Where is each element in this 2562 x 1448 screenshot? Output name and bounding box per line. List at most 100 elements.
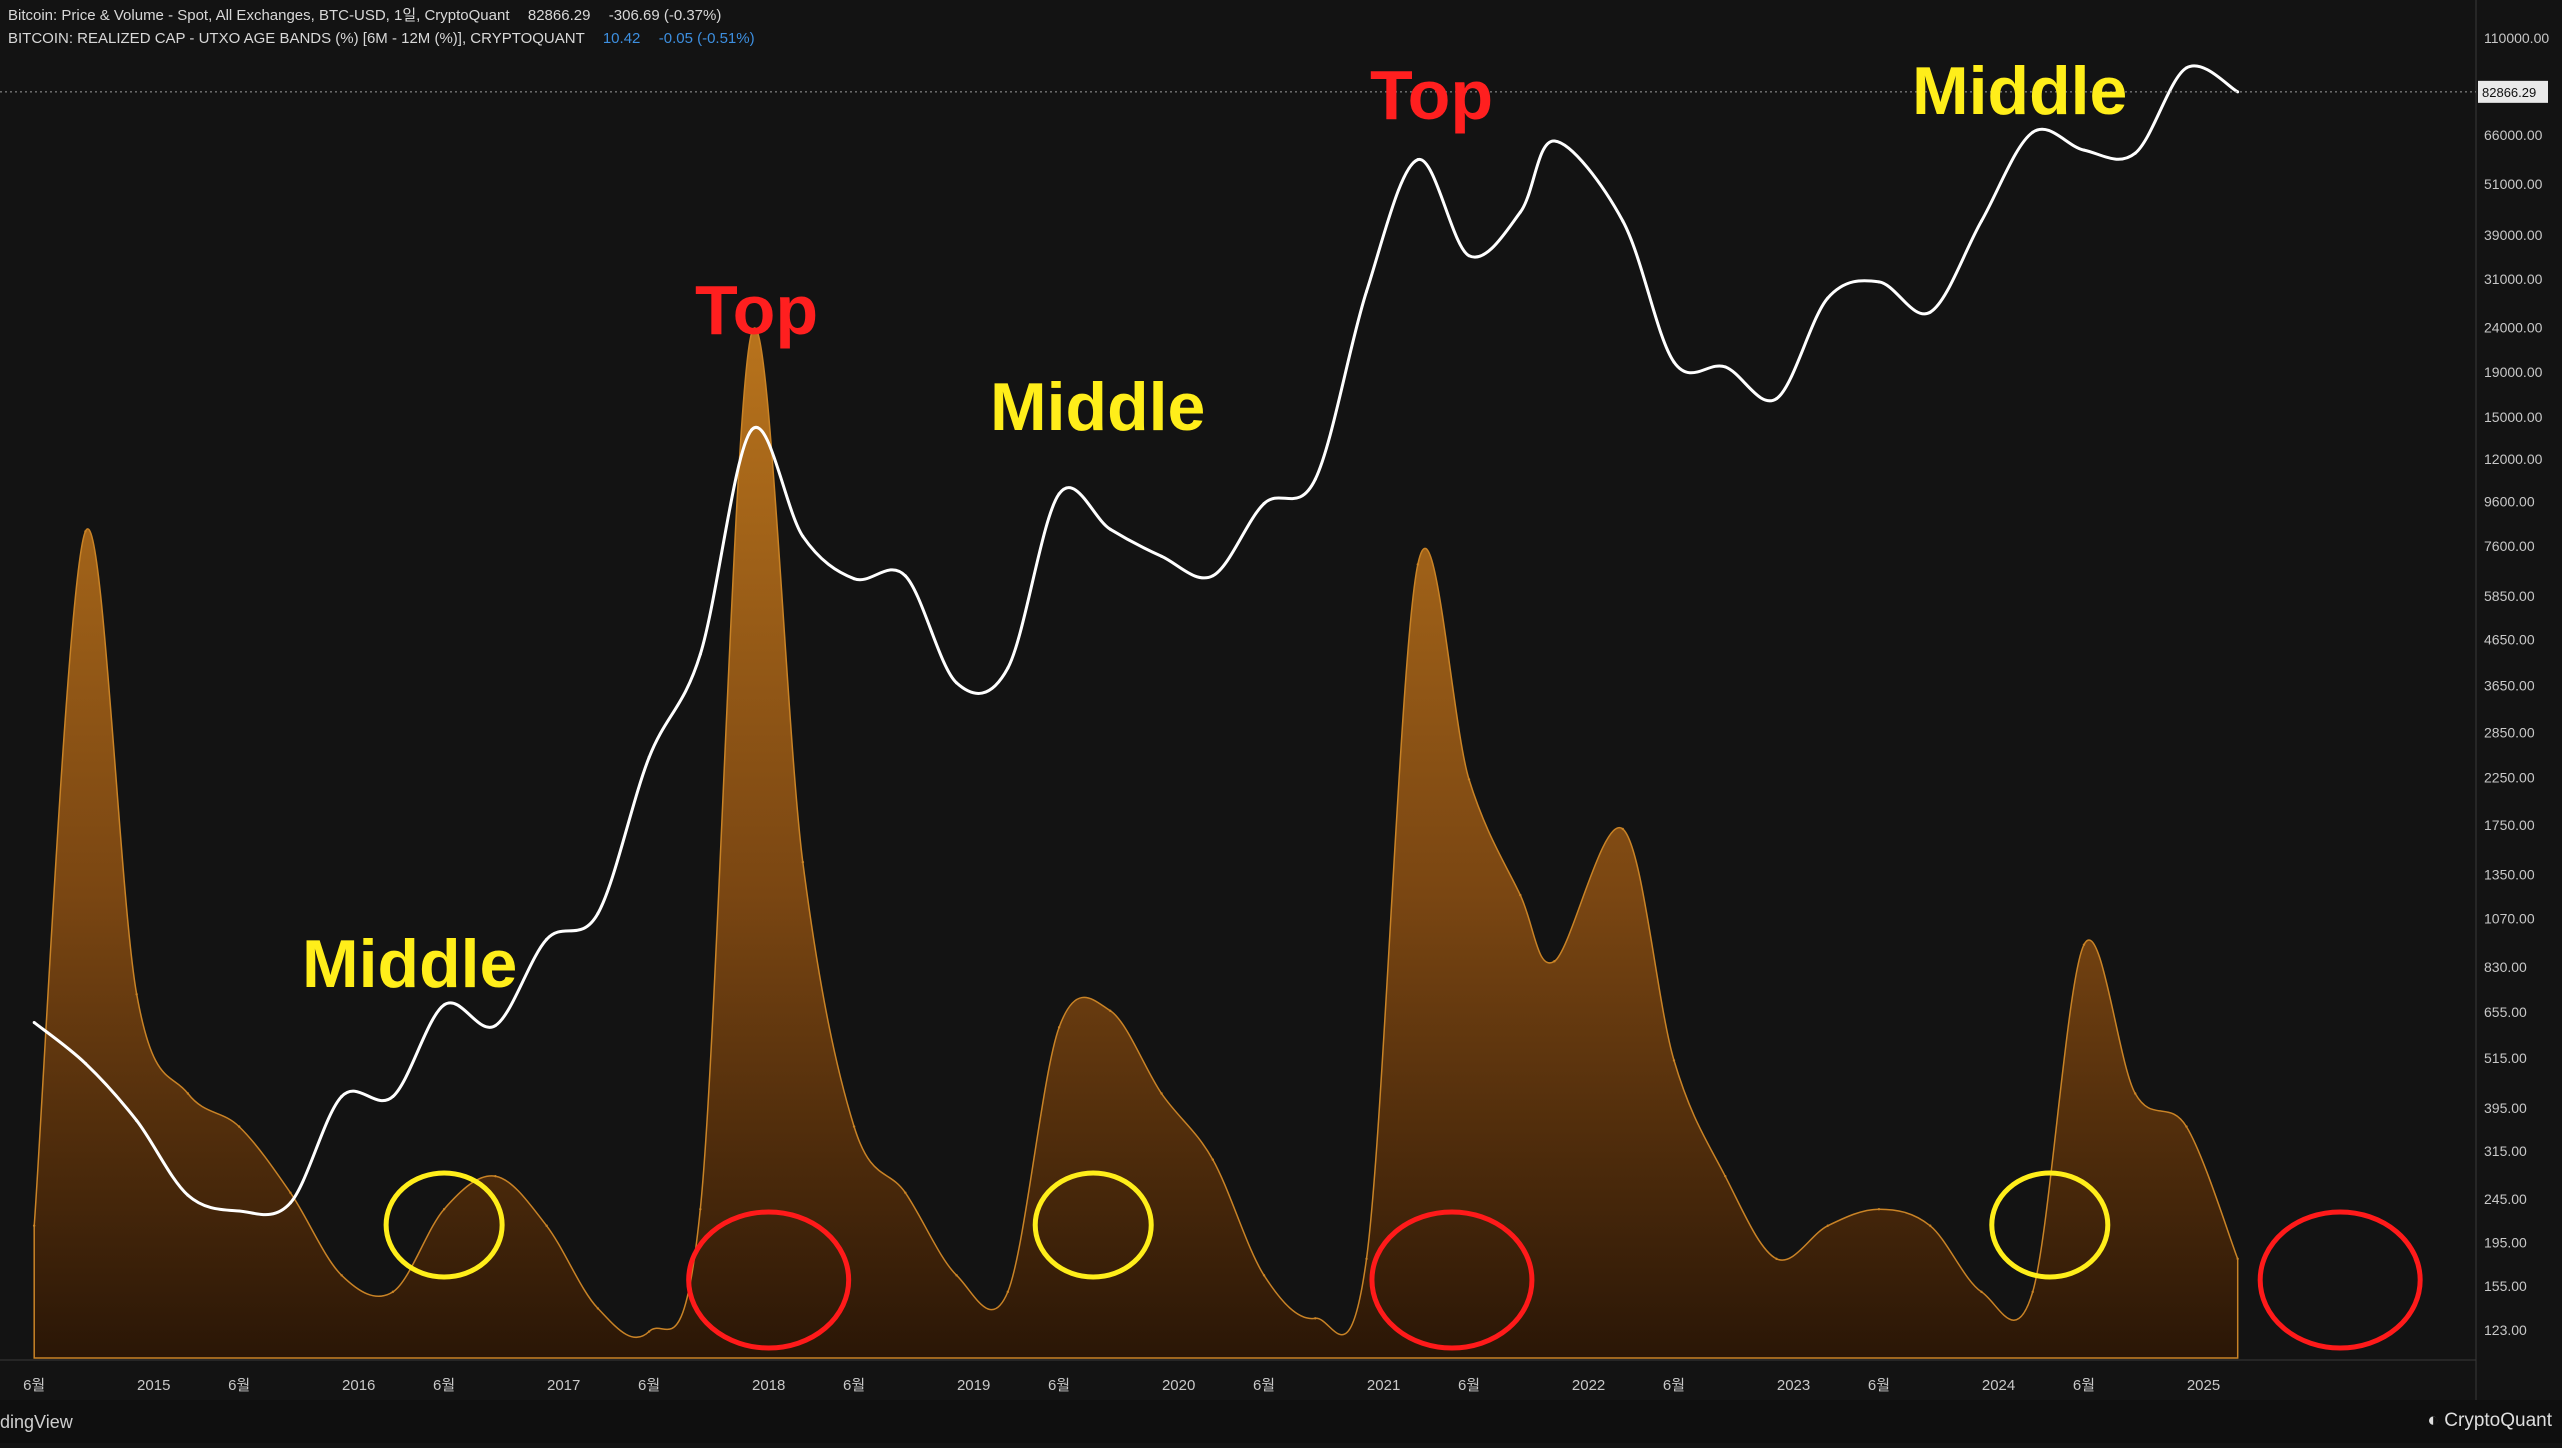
utxo-area-point [1160,1092,1163,1095]
btc-price-point [1723,365,1727,369]
y-tick-label: 15000.00 [2484,409,2543,425]
annotation-top-2017: Top [695,271,819,349]
x-tick-label: 2019 [957,1377,990,1394]
annotation-top-2021: Top [1370,56,1494,134]
y-tick-label: 655.00 [2484,1004,2527,1020]
x-tick-label: 6월 [1663,1377,1685,1394]
utxo-area-point [2082,943,2086,946]
price-layer [32,64,2240,1217]
y-tick-label: 24000.00 [2484,319,2543,335]
x-tick-label: 2025 [2187,1377,2220,1394]
utxo-area-point [1877,1208,1881,1211]
yellow-circle-marker [383,1170,505,1280]
x-tick-label: 6월 [638,1377,660,1394]
btc-price-series [33,64,2239,1217]
utxo-area-point [289,1191,292,1194]
btc-price-point [288,1201,292,1205]
footer-brand-left: dingView [0,1412,73,1432]
btc-price-point [1467,254,1471,258]
yellow-circle-marker [1032,1170,1154,1280]
btc-price-point [83,1061,87,1065]
x-tick-label: 6월 [1048,1377,1070,1394]
y-tick-label: 39000.00 [2484,227,2543,243]
utxo-area-point [1314,1317,1317,1320]
utxo-area-point [1519,893,1522,897]
utxo-area-point [1929,1224,1932,1227]
price-legend-title: Bitcoin: Price & Volume - Spot, All Exch… [8,7,510,24]
x-tick-label: 6월 [1253,1377,1275,1394]
y-tick-label: 31000.00 [2484,271,2543,287]
btc-price-point [647,755,651,759]
x-tick-label: 2023 [1777,1377,1810,1394]
y-tick-label: 2250.00 [2484,769,2535,785]
y-tick-label: 7600.00 [2484,538,2535,554]
btc-price-point [1262,502,1266,506]
btc-price-point [1877,280,1881,284]
btc-price-point [2082,148,2086,152]
utxo-area-point [904,1191,907,1194]
btc-price-point [2184,66,2188,70]
circle-layer [383,1170,2423,1351]
utxo-area-point [340,1274,343,1277]
btc-price-point [2031,130,2035,134]
btc-price-point [32,1020,36,1024]
utxo-area-point [2031,1290,2034,1294]
y-tick-label: 1750.00 [2484,817,2535,833]
y-tick-label: 1070.00 [2484,911,2535,927]
btc-price-point [698,652,702,656]
y-tick-label: 123.00 [2484,1322,2527,1338]
btc-price-point [340,1095,344,1099]
x-tick-label: 2022 [1572,1377,1605,1394]
btc-price-point [852,577,856,581]
btc-price-point [1979,219,1983,223]
x-tick-label: 2016 [342,1377,375,1394]
utxo-area-series [33,327,2239,1359]
y-tick-label: 245.00 [2484,1191,2527,1207]
cryptoquant-logo-icon: ◐ [2427,1410,2439,1431]
y-tick-label: 9600.00 [2484,494,2535,510]
btc-price-point [391,1095,395,1099]
utxo-area-point [391,1290,395,1294]
x-tick-label: 2021 [1367,1377,1400,1394]
btc-price-point [442,1003,446,1007]
footer-bar [0,1400,2562,1443]
utxo-area-point [1211,1158,1214,1161]
btc-price-point [1928,310,1932,314]
red-circle-marker [2257,1209,2423,1351]
btc-price-point [1108,527,1112,531]
btc-price-point [237,1209,241,1213]
x-tick-label: 6월 [1868,1377,1890,1394]
x-tick-label: 6월 [228,1377,250,1394]
y-tick-label: 110000.00 [2484,30,2549,46]
utxo-area-point [2134,1092,2137,1095]
y-tick-label: 155.00 [2484,1278,2527,1294]
current-price-tag [2478,80,2548,103]
utxo-area-point [1262,1274,1266,1277]
btc-price-point [1826,296,1830,300]
utxo-area-point [1006,1290,1010,1294]
btc-price-point [750,428,754,432]
utxo-area-point [442,1208,446,1211]
utxo-area-point [1057,1026,1061,1029]
x-tick-label: 2020 [1162,1377,1195,1394]
indicator-legend-change: -0.05 (-0.51%) [658,30,755,47]
y-tick-label: 4650.00 [2484,631,2535,647]
btc-price-point [1006,666,1010,670]
red-circle-marker [1369,1209,1535,1351]
price-legend-value: 82866.29 [527,7,591,24]
utxo-area-point [1109,1009,1112,1013]
utxo-area-point [135,993,138,996]
indicator-legend-value: 10.42 [602,30,641,47]
utxo-area-point [32,1224,36,1227]
utxo-area-point [1467,778,1471,781]
indicator-legend-title: BITCOIN: REALIZED CAP - UTXO AGE BANDS (… [8,30,585,47]
utxo-area-point [750,331,753,335]
y-tick-label: 3650.00 [2484,677,2535,693]
utxo-area-point [1621,827,1624,831]
annotation-middle-2016: Middle [302,926,518,1002]
utxo-area-point [1365,1257,1368,1261]
current-price-tag-label: 82866.29 [2482,85,2536,100]
btc-price-point [1211,574,1215,578]
utxo-area-point [852,1125,856,1128]
utxo-area-point [84,530,87,533]
